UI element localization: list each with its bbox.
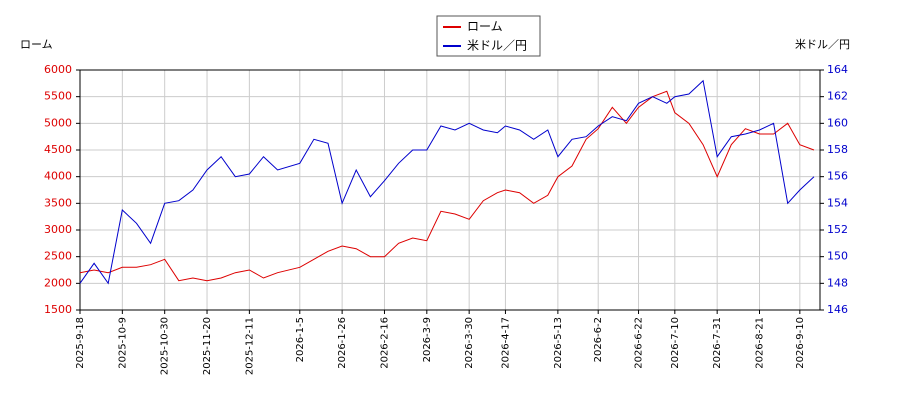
y2-tick-label: 158: [827, 143, 848, 156]
y-tick-label: 2500: [44, 250, 72, 263]
y-tick-label: 4500: [44, 143, 72, 156]
legend-label: 米ドル／円: [467, 39, 527, 53]
x-tick-label: 2026-3-30: [464, 317, 475, 369]
legend-box: [436, 15, 541, 57]
y-tick-label: 3000: [44, 223, 72, 236]
plot-frame: [79, 69, 821, 311]
y2-tick-label: 164: [827, 63, 848, 76]
y-tick-label: 3500: [44, 196, 72, 209]
x-tick-label: 2026-7-31: [712, 317, 723, 369]
y-tick-label: 6000: [44, 63, 72, 76]
x-tick-label: 2026-4-17: [500, 317, 511, 369]
x-tick-label: 2025-9-18: [75, 317, 86, 369]
x-tick-label: 2026-5-13: [553, 317, 564, 369]
y-tick-label: 4000: [44, 170, 72, 183]
x-tick-label: 2025-10-9: [117, 317, 128, 369]
x-tick-label: 2026-6-22: [634, 317, 645, 369]
y2-tick-label: 156: [827, 170, 848, 183]
y2-tick-label: 162: [827, 90, 848, 103]
series-line: [79, 90, 815, 282]
y-tick-label: 1500: [44, 303, 72, 316]
x-tick-label: 2025-10-30: [160, 317, 171, 375]
x-tick-label: 2026-3-9: [422, 317, 433, 362]
x-tick-label: 2026-6-2: [593, 317, 604, 362]
x-tick-label: 2026-9-10: [795, 317, 806, 369]
y2-axis-title: 米ドル／円: [795, 38, 850, 51]
series-line: [79, 79, 815, 285]
y-axis-title: ローム: [20, 38, 53, 51]
legend-label: ローム: [467, 20, 503, 34]
x-tick-label: 2026-1-26: [337, 317, 348, 369]
y2-tick-label: 148: [827, 276, 848, 289]
x-tick-label: 2026-7-10: [670, 317, 681, 369]
y-tick-label: 5500: [44, 90, 72, 103]
y2-tick-label: 146: [827, 303, 848, 316]
x-tick-label: 2025-11-20: [202, 317, 213, 375]
y2-tick-label: 152: [827, 223, 848, 236]
x-tick-label: 2025-12-11: [244, 317, 255, 375]
y-tick-label: 5000: [44, 116, 72, 129]
y2-tick-label: 150: [827, 250, 848, 263]
y2-tick-label: 154: [827, 196, 848, 209]
y-tick-label: 2000: [44, 276, 72, 289]
plot-area: [80, 70, 820, 310]
x-tick-label: 2026-8-21: [755, 317, 766, 369]
x-tick-label: 2026-1-5: [295, 317, 306, 362]
x-tick-label: 2026-2-16: [379, 317, 390, 369]
y2-tick-label: 160: [827, 116, 848, 129]
